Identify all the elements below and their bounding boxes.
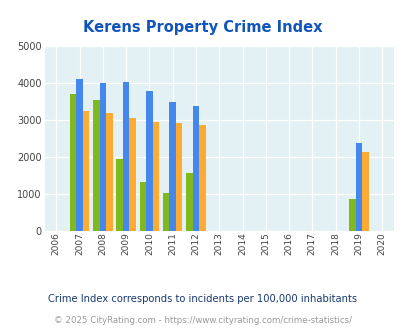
Text: Kerens Property Crime Index: Kerens Property Crime Index	[83, 20, 322, 35]
Bar	[83, 111, 89, 231]
Text: © 2025 CityRating.com - https://www.cityrating.com/crime-statistics/: © 2025 CityRating.com - https://www.city…	[54, 316, 351, 325]
Bar	[70, 94, 76, 231]
Bar	[106, 113, 112, 231]
Bar	[169, 102, 175, 231]
Bar	[348, 199, 355, 231]
Bar	[152, 121, 159, 231]
Bar	[199, 125, 205, 231]
Bar	[93, 100, 99, 231]
Bar	[139, 182, 146, 231]
Bar	[162, 193, 169, 231]
Bar	[186, 173, 192, 231]
Bar	[123, 82, 129, 231]
Bar	[192, 106, 199, 231]
Bar	[355, 143, 361, 231]
Bar	[361, 152, 368, 231]
Text: Crime Index corresponds to incidents per 100,000 inhabitants: Crime Index corresponds to incidents per…	[48, 294, 357, 304]
Bar	[146, 90, 152, 231]
Bar	[129, 118, 136, 231]
Bar	[116, 159, 123, 231]
Bar	[76, 80, 83, 231]
Bar	[99, 83, 106, 231]
Bar	[175, 123, 182, 231]
